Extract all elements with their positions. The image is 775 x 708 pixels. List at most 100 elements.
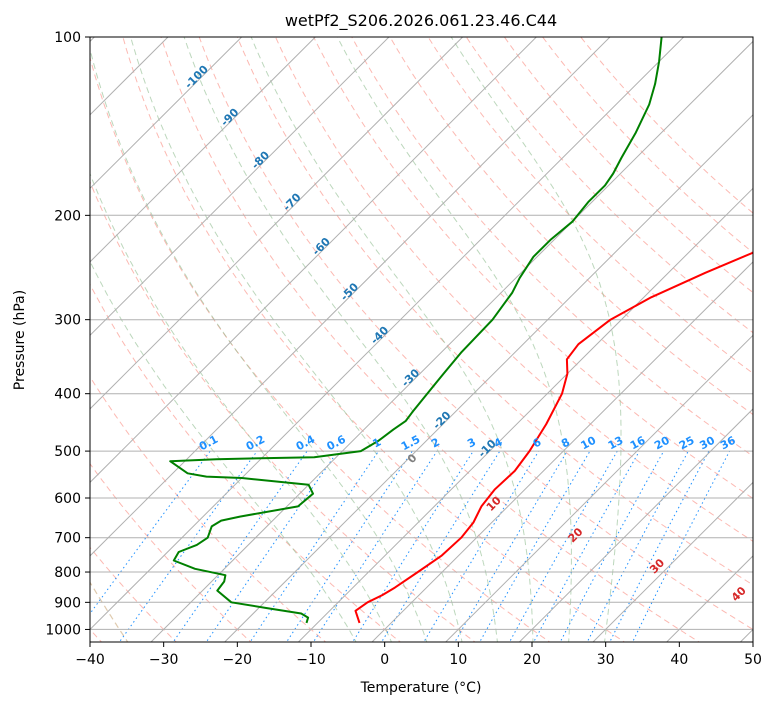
isotherm-line [90, 37, 390, 337]
dry-adiabat-line [236, 37, 753, 586]
isotherm-label: -90 [218, 106, 241, 129]
isotherm-label: -60 [310, 235, 333, 258]
x-axis-title: Temperature (°C) [360, 680, 482, 696]
x-tick-label: 30 [597, 652, 615, 668]
mixing-ratio-line [609, 450, 710, 642]
dry-adiabat-line [313, 37, 753, 499]
mixing-ratio-label: 10 [579, 434, 599, 453]
moist-adiabat-line [90, 172, 393, 642]
mixing-ratio-label: 1.5 [399, 433, 422, 454]
background-lines [0, 24, 753, 645]
mixing-ratio-line [90, 450, 211, 615]
mixing-ratio-label: 0.2 [244, 433, 267, 454]
x-tick-label: 20 [523, 652, 541, 668]
y-tick-label: 900 [54, 595, 81, 611]
x-tick-label: −30 [149, 652, 179, 668]
reference-adiabat-line [0, 24, 69, 645]
dry-adiabat-label: 20 [566, 525, 586, 545]
dry-adiabat-line [541, 37, 753, 254]
x-tick-label: 50 [744, 652, 762, 668]
mixing-ratio-line [381, 450, 501, 642]
x-tick-label: 40 [670, 652, 688, 668]
mixing-ratio-label: 0.6 [325, 433, 349, 454]
mixing-ratio-label: 30 [697, 434, 717, 453]
isotherm-label: -100 [182, 63, 211, 92]
dry-adiabat-line [90, 283, 402, 642]
x-tick-label: −40 [75, 652, 105, 668]
y-tick-label: 200 [54, 208, 81, 224]
mixing-ratio-label: 0.4 [294, 433, 318, 454]
isotherm-label: -40 [368, 324, 391, 347]
y-tick-label: 600 [54, 491, 81, 507]
isotherm-line [90, 37, 317, 263]
series-layer [169, 37, 753, 624]
isotherm-line [90, 37, 685, 631]
dry-adiabat-label: 30 [647, 556, 667, 576]
y-tick-label: 800 [54, 565, 81, 581]
mixing-ratio-line [352, 450, 474, 642]
mixing-ratio-label: 25 [677, 434, 697, 453]
x-tick-label: 0 [380, 652, 389, 668]
isotherm-label: -70 [280, 190, 303, 213]
chart-title: wetPf2_S206.2026.061.23.46.C44 [285, 11, 557, 31]
moist-adiabat-line [250, 37, 534, 642]
x-tick-label: 10 [449, 652, 467, 668]
dewpoint-profile-line [169, 37, 663, 624]
mixing-ratio-label: 2 [429, 435, 442, 450]
mixing-ratio-line [508, 450, 618, 642]
isotherm-label: -20 [430, 408, 453, 431]
dry-adiabat-line [351, 37, 753, 457]
dry-adiabat-label: 0 [405, 451, 420, 466]
isotherm-line [223, 114, 753, 642]
y-axis-title: Pressure (hPa) [12, 290, 28, 390]
dry-adiabat-label: 40 [729, 584, 749, 604]
dry-adiabat-label: 10 [484, 494, 504, 514]
isotherm-line [518, 408, 753, 642]
isotherm-line [592, 481, 753, 642]
dry-adiabat-line [427, 37, 753, 374]
isotherm-line [90, 37, 538, 484]
mixing-ratio-label: 16 [628, 434, 648, 453]
y-tick-label: 400 [54, 387, 81, 403]
y-tick-label: 500 [54, 444, 81, 460]
isotherm-line [371, 261, 753, 642]
y-tick-label: 300 [54, 313, 81, 329]
dry-adiabat-line [198, 37, 753, 630]
x-tick-label: −10 [296, 652, 326, 668]
dry-adiabat-line [90, 55, 551, 642]
isotherm-line [90, 37, 243, 190]
mixing-ratio-line [454, 450, 568, 642]
dry-adiabat-line [465, 37, 753, 334]
mixing-ratio-line [312, 450, 438, 642]
y-tick-label: 100 [54, 30, 81, 46]
mixing-ratio-label: 13 [606, 434, 626, 453]
mixing-ratio-label: 36 [718, 434, 738, 453]
isotherm-line [444, 334, 753, 642]
mixing-ratio-line [559, 450, 665, 642]
isotherm-line [90, 37, 464, 410]
isotherm-label: -30 [399, 366, 422, 389]
dry-adiabat-line [90, 462, 252, 642]
dry-adiabat-line [389, 37, 753, 416]
isotherm-line [150, 40, 753, 642]
y-tick-label: 1000 [45, 622, 81, 638]
y-axis: 100 200 300 400 500 600 700 800 900 1000 [45, 30, 90, 638]
dry-adiabat-line [90, 180, 476, 642]
x-tick-label: −20 [223, 652, 253, 668]
x-axis: −40 −30 −20 −10 0 10 20 30 40 50 [75, 642, 762, 668]
isotherm-line [739, 628, 753, 642]
dry-adiabat-line [274, 37, 753, 542]
mixing-ratio-line [286, 450, 413, 642]
mixing-ratio-label: 0.1 [197, 433, 220, 454]
isotherm-line [297, 187, 753, 642]
dry-adiabat-line [580, 37, 753, 214]
mixing-ratio-line [423, 450, 540, 642]
isotherm-line [90, 37, 611, 557]
mixing-ratio-line [632, 450, 731, 642]
mixing-ratio-label: 3 [465, 435, 478, 450]
mixing-ratio-line [205, 450, 339, 642]
temperature-profile-line [354, 251, 753, 624]
moist-adiabat-line [90, 260, 357, 642]
y-tick-label: 700 [54, 531, 81, 547]
